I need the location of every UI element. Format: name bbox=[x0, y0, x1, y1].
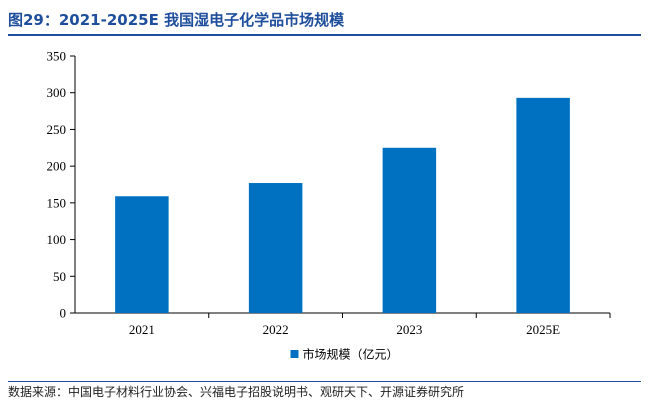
bar-2022 bbox=[248, 183, 303, 313]
legend-label: 市场规模（亿元） bbox=[303, 347, 399, 362]
y-tick-label: 150 bbox=[47, 195, 67, 210]
bar-2025E bbox=[516, 97, 570, 314]
y-tick-label: 100 bbox=[47, 232, 67, 247]
y-tick-label: 300 bbox=[47, 85, 67, 100]
y-tick-label: 350 bbox=[47, 49, 67, 64]
legend: 市场规模（亿元） bbox=[290, 347, 399, 362]
source-note: 数据来源：中国电子材料行业协会、兴福电子招股说明书、观研天下、开源证券研究所 bbox=[8, 385, 465, 399]
y-tick-label: 200 bbox=[47, 159, 67, 174]
bar-2023 bbox=[382, 147, 437, 313]
y-tick-label: 250 bbox=[47, 122, 67, 137]
title-divider bbox=[8, 34, 641, 36]
y-axis: 0 50 100 150 200 250 300 350 bbox=[47, 49, 76, 321]
bar-series bbox=[115, 97, 570, 314]
y-tick-label: 50 bbox=[53, 269, 66, 284]
x-tick-label: 2023 bbox=[396, 322, 422, 337]
legend-swatch bbox=[290, 350, 299, 358]
chart-title: 图29：2021-2025E 我国湿电子化学品市场规模 bbox=[8, 11, 345, 29]
x-tick-label: 2025E bbox=[526, 322, 560, 337]
source-divider bbox=[8, 381, 641, 382]
x-tick-label: 2021 bbox=[129, 322, 155, 337]
x-tick-label: 2022 bbox=[263, 322, 289, 337]
x-axis: 2021 2022 2023 2025E bbox=[75, 312, 611, 337]
bar-2021 bbox=[115, 196, 169, 313]
y-tick-label: 0 bbox=[60, 306, 67, 321]
